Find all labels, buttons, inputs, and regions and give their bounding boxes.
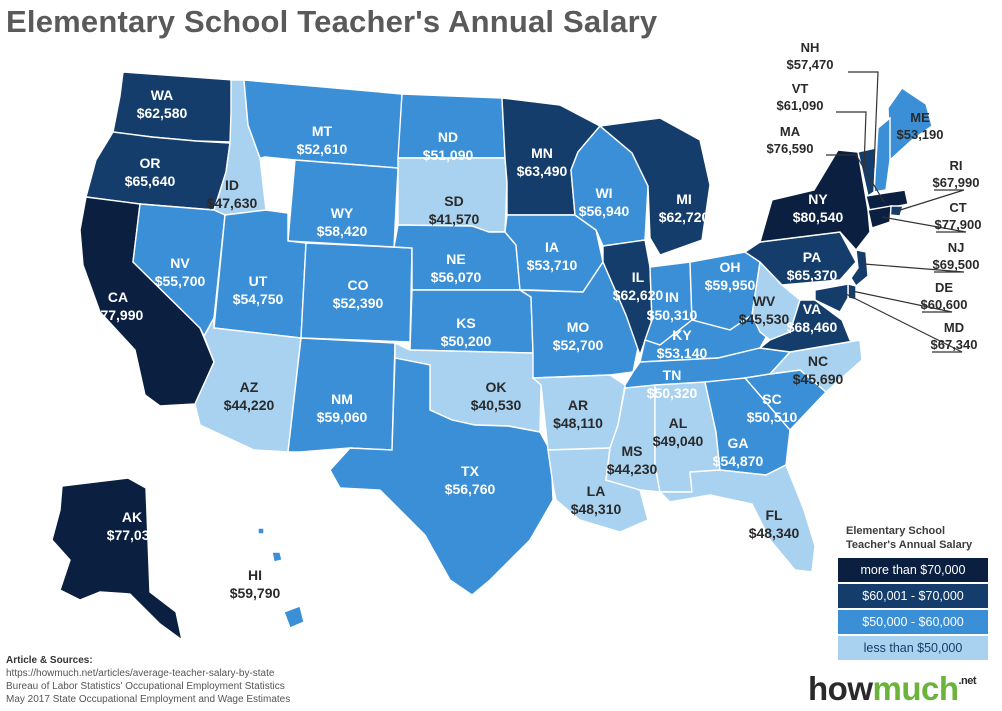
- state-label-nv: NV $55,700: [155, 255, 206, 289]
- state-ak: [51, 477, 184, 642]
- leader-line-nh: [848, 71, 879, 169]
- state-label-wv: WV $45,530: [739, 293, 790, 327]
- state-label-ct: CT $77,900: [935, 200, 982, 232]
- state-label-fl: FL $48,340: [749, 507, 800, 541]
- state-label-ri: RI $67,990: [933, 158, 980, 190]
- state-label-pa: PA $65,370: [787, 249, 838, 283]
- state-label-tn: TN $50,320: [647, 367, 698, 401]
- state-ri: [889, 205, 904, 217]
- state-nh: [873, 116, 891, 193]
- state-label-wi: WI $56,940: [579, 185, 630, 219]
- state-label-in: IN $50,310: [647, 289, 698, 323]
- state-label-ma: MA $76,590: [767, 124, 814, 156]
- state-label-ar: AR $48,110: [553, 397, 603, 431]
- state-label-ks: KS $50,200: [441, 315, 492, 349]
- state-label-wy: WY $58,420: [317, 205, 368, 239]
- state-hi: [257, 527, 305, 629]
- state-label-co: CO $52,390: [333, 277, 384, 311]
- legend-item: more than $70,000: [838, 558, 988, 584]
- legend-item: $60,001 - $70,000: [838, 584, 988, 610]
- state-label-ne: NE $56,070: [431, 251, 482, 285]
- state-label-mo: MO $52,700: [553, 319, 604, 353]
- callout-leaders: [826, 71, 967, 353]
- state-label-sc: SC $50,510: [747, 391, 798, 425]
- leader-line-de: [851, 290, 953, 313]
- state-label-or: OR $65,640: [125, 155, 176, 189]
- legend-items: more than $70,000 $60,001 - $70,000 $50,00…: [838, 558, 988, 662]
- state-label-ak: AK $77,030: [107, 509, 158, 543]
- leader-line-ri: [896, 189, 965, 212]
- state-label-nc: NC $45,690: [793, 353, 844, 387]
- state-ct: [867, 205, 892, 229]
- state-label-ny: NY $80,540: [793, 191, 844, 225]
- state-label-ms: MS $44,230: [607, 443, 658, 477]
- state-label-ky: KY $53,140: [657, 327, 708, 361]
- leader-line-ct: [881, 216, 967, 233]
- state-label-hi: HI $59,790: [230, 567, 281, 601]
- state-label-va: VA $68,460: [787, 301, 838, 335]
- leader-line-md: [845, 293, 963, 353]
- state-label-mn: MN $63,490: [517, 145, 568, 179]
- state-mi: [598, 117, 711, 256]
- state-wi: [570, 125, 649, 247]
- state-ma: [865, 189, 909, 213]
- state-label-az: AZ $44,220: [224, 379, 275, 413]
- state-label-wa: WA $62,580: [137, 87, 188, 121]
- brand-logo-part2: much: [872, 670, 959, 707]
- state-label-id: ID $47,630: [207, 177, 258, 211]
- state-label-nh: NH $57,470: [787, 40, 834, 72]
- brand-logo: howmuch.net: [808, 670, 977, 708]
- state-tx: [329, 357, 554, 596]
- state-label-oh: OH $59,950: [705, 259, 756, 293]
- state-label-al: AL $49,040: [653, 415, 704, 449]
- state-label-tx: TX $56,760: [445, 463, 496, 497]
- sources: Article & Sources: https://howmuch.net/a…: [6, 654, 290, 706]
- state-nj: [850, 249, 869, 288]
- leader-line-nj: [863, 263, 965, 273]
- source-line: Bureau of Labor Statistics' Occupational…: [6, 681, 285, 692]
- legend-title-line2: Teacher's Annual Salary: [846, 539, 973, 551]
- state-label-sd: SD $41,570: [429, 193, 480, 227]
- state-shapes: [51, 71, 933, 642]
- legend-item: less than $50,000: [838, 636, 988, 662]
- state-label-mi: MI $62,720: [659, 191, 710, 225]
- state-label-ok: OK $40,530: [471, 379, 522, 413]
- state-labels: WA $62,580 OR $65,640 CA $77,990 ID $47,630 NV $5…: [93, 40, 982, 601]
- state-fl: [658, 464, 816, 573]
- state-vt: [857, 147, 877, 198]
- legend-title-line1: Elementary School: [846, 525, 946, 537]
- source-line: May 2017 State Occupational Employment a…: [6, 694, 291, 705]
- state-label-ca: CA $77,990: [93, 289, 144, 323]
- state-label-la: LA $48,310: [571, 483, 622, 517]
- state-label-vt: VT $61,090: [777, 81, 824, 113]
- brand-logo-part1: how: [808, 670, 873, 707]
- brand-logo-suffix: .net: [958, 675, 977, 687]
- state-label-ga: GA $54,870: [713, 435, 764, 469]
- state-label-de: DE $60,600: [921, 280, 968, 312]
- state-label-ia: IA $53,710: [527, 239, 578, 273]
- leader-line-vt: [836, 111, 867, 169]
- state-va: [758, 299, 861, 353]
- state-label-nj: NJ $69,500: [933, 240, 980, 272]
- state-md: [814, 283, 849, 313]
- source-line: https://howmuch.net/articles/average-tea…: [6, 668, 275, 679]
- sources-title: Article & Sources:: [6, 655, 93, 666]
- legend-item: $50,000 - $60,000: [838, 610, 988, 636]
- legend-title: Elementary School Teacher's Annual Salar…: [838, 524, 988, 552]
- legend: Elementary School Teacher's Annual Salar…: [838, 524, 988, 662]
- leader-line-ma: [826, 154, 885, 203]
- state-label-md: MD $67,340: [931, 320, 978, 352]
- state-label-mt: MT $52,610: [297, 123, 348, 157]
- state-label-nm: NM $59,060: [317, 391, 368, 425]
- state-label-me: ME $53,190: [897, 110, 944, 142]
- state-label-ut: UT $54,750: [233, 273, 284, 307]
- state-label-il: IL $62,620: [613, 269, 664, 303]
- state-label-nd: ND $51,090: [423, 129, 474, 163]
- state-ny: [759, 149, 871, 252]
- page-title: Elementary School Teacher's Annual Salar…: [6, 4, 658, 39]
